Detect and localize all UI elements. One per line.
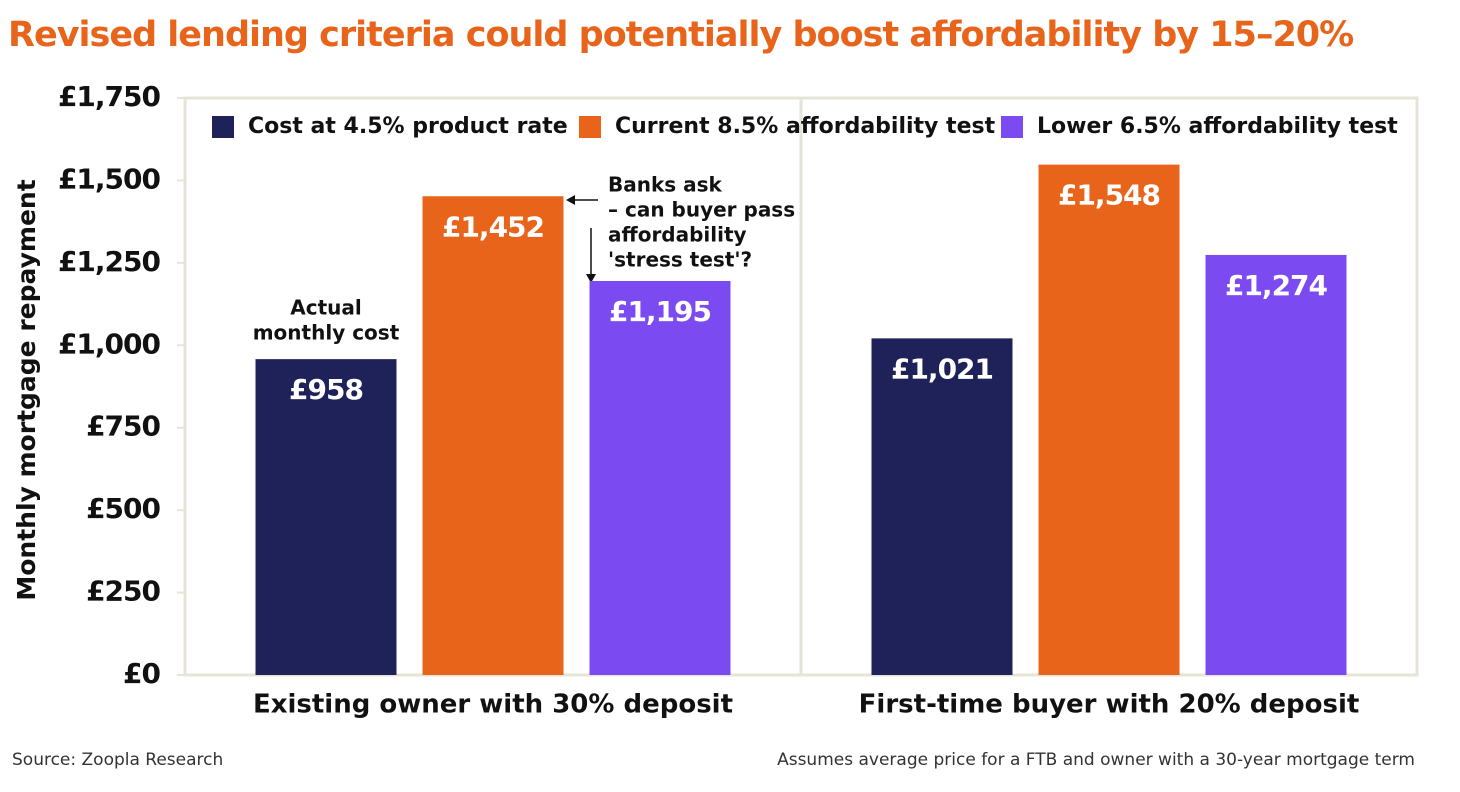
source: Source: Zoopla Research bbox=[12, 750, 223, 770]
annotation: 'stress test'? bbox=[608, 248, 752, 272]
bar bbox=[589, 280, 731, 675]
y-tick-label: £1,250 bbox=[58, 245, 161, 278]
annotation: monthly cost bbox=[253, 321, 400, 345]
y-tick-label: £1,500 bbox=[58, 162, 161, 195]
y-tick-label: £1,000 bbox=[58, 327, 161, 360]
bar bbox=[255, 359, 397, 675]
value-label: £1,195 bbox=[609, 295, 711, 328]
legend-swatch bbox=[212, 116, 234, 138]
legend-label: Cost at 4.5% product rate bbox=[248, 114, 568, 139]
bar bbox=[1038, 164, 1180, 675]
y-tick-label: £1,750 bbox=[58, 80, 161, 113]
value-label: £958 bbox=[289, 373, 363, 406]
y-tick-label: £500 bbox=[86, 492, 160, 525]
value-label: £1,452 bbox=[442, 210, 544, 243]
annotation: – can buyer pass bbox=[608, 198, 795, 222]
x-tick-label: Existing owner with 30% deposit bbox=[253, 690, 733, 720]
arrow-head bbox=[566, 195, 575, 205]
value-label: £1,021 bbox=[891, 352, 993, 385]
annotation: Banks ask bbox=[608, 173, 723, 197]
legend-label: Current 8.5% affordability test bbox=[615, 114, 996, 139]
y-tick-label: £250 bbox=[86, 575, 160, 608]
bar bbox=[422, 196, 564, 675]
legend-label: Lower 6.5% affordability test bbox=[1037, 114, 1398, 139]
x-tick-label: First-time buyer with 20% deposit bbox=[859, 690, 1360, 720]
legend-swatch bbox=[579, 116, 601, 138]
value-label: £1,274 bbox=[1225, 269, 1328, 302]
arrow-head bbox=[586, 274, 596, 283]
chart-title: Revised lending criteria could potential… bbox=[8, 15, 1353, 55]
y-tick-label: £750 bbox=[86, 410, 160, 443]
note: Assumes average price for a FTB and owne… bbox=[777, 750, 1415, 770]
y-axis-label: Monthly mortgage repayment bbox=[12, 179, 41, 600]
bar bbox=[1205, 254, 1347, 675]
y-tick-label: £0 bbox=[123, 657, 160, 690]
annotation: affordability bbox=[608, 223, 747, 247]
legend-swatch bbox=[1001, 116, 1023, 138]
bar bbox=[871, 338, 1013, 675]
annotation: Actual bbox=[290, 296, 361, 320]
value-label: £1,548 bbox=[1058, 179, 1160, 212]
